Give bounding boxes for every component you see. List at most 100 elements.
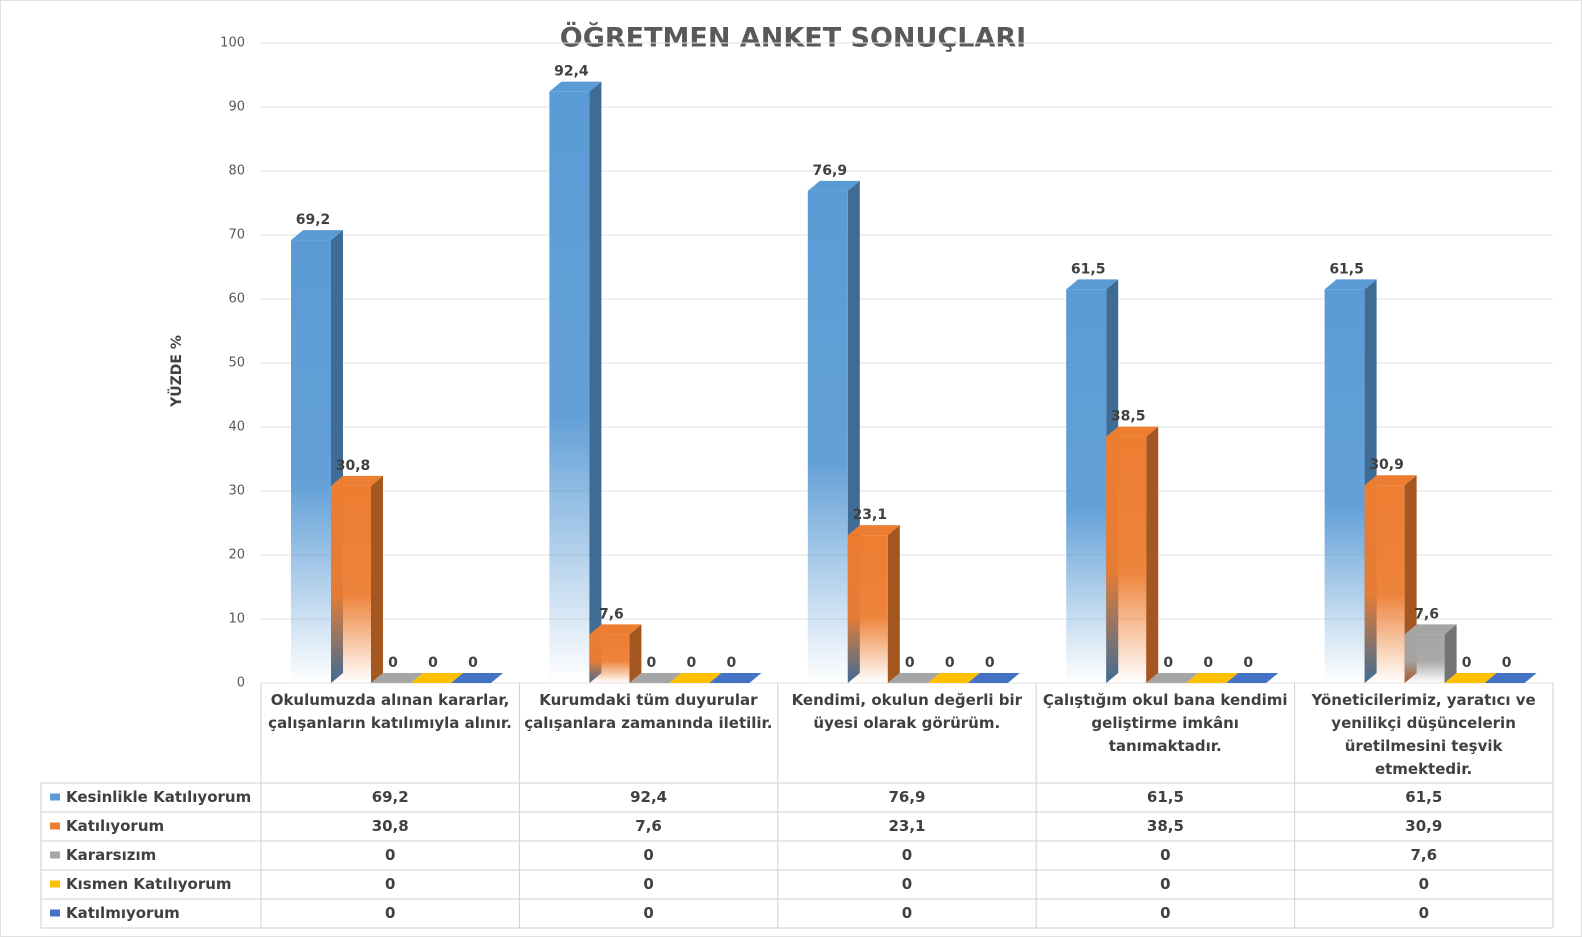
y-axis-label: YÜZDE %	[167, 335, 185, 408]
x-tick-label: Çalıştığım okul bana kendimi geliştirme …	[1042, 691, 1288, 755]
data-label: 0	[428, 655, 438, 671]
legend-swatch	[50, 909, 60, 917]
bar-front	[1066, 289, 1107, 683]
table-cell: 38,5	[1147, 817, 1184, 835]
bar-side-shade	[1146, 426, 1159, 683]
bar-top	[1106, 426, 1159, 437]
bar-front	[589, 634, 630, 683]
bar-top	[371, 673, 423, 683]
data-label: 38,5	[1111, 409, 1146, 425]
bar-front	[1106, 436, 1147, 683]
table-cell: 0	[643, 846, 653, 864]
bar-side-shade	[629, 624, 642, 683]
bar-top	[887, 673, 940, 683]
bar	[331, 475, 383, 683]
x-tick-label: Okulumuzda alınan kararlar, çalışanların…	[268, 691, 512, 732]
x-tick-label: Kurumdaki tüm duyurular çalışanlara zama…	[524, 691, 773, 732]
bar-front	[291, 240, 331, 683]
bar	[887, 673, 940, 683]
table-cell: 69,2	[372, 788, 409, 806]
chart-title: ÖĞRETMEN ANKET SONUÇLARI	[560, 21, 1026, 54]
data-label: 0	[1502, 655, 1512, 671]
legend-label: Kesinlikle Katılıyorum	[66, 788, 251, 806]
bar-top	[1146, 673, 1199, 683]
legend-label: Katılıyorum	[66, 817, 164, 835]
bar	[1404, 624, 1457, 683]
bar-front	[1324, 289, 1365, 683]
data-label: 30,9	[1369, 457, 1404, 473]
bar-top	[411, 673, 463, 683]
bar-top	[549, 81, 602, 92]
bar	[1146, 673, 1199, 683]
x-tick-label: Kendimi, okulun değerli bir üyesi olarak…	[791, 691, 1023, 732]
data-label: 0	[1203, 655, 1213, 671]
bar-front	[331, 485, 371, 683]
table-cell: 0	[385, 875, 395, 893]
data-label: 7,6	[599, 606, 624, 622]
legend-swatch	[50, 822, 60, 830]
bar-top	[589, 624, 642, 635]
data-label: 0	[985, 655, 995, 671]
bar	[1186, 673, 1239, 683]
bar-side	[371, 475, 383, 683]
data-label: 61,5	[1071, 261, 1106, 277]
bar	[589, 624, 642, 683]
bar-top	[927, 673, 980, 683]
bar-front	[847, 535, 888, 683]
bar-top	[669, 673, 722, 683]
bar	[629, 673, 682, 683]
bar-top	[807, 180, 860, 191]
y-tick-label: 70	[228, 228, 245, 243]
legend-swatch	[50, 851, 60, 859]
bar	[847, 525, 900, 683]
table-cell: 0	[1160, 875, 1170, 893]
table-cell: 92,4	[630, 788, 667, 806]
bar-front	[807, 190, 848, 683]
y-tick-label: 60	[228, 292, 245, 307]
bar	[411, 673, 463, 683]
data-label: 61,5	[1329, 261, 1364, 277]
data-label: 30,8	[336, 458, 371, 474]
bar-side-shade	[371, 475, 383, 683]
y-tick-label: 100	[220, 36, 245, 51]
bar	[967, 673, 1020, 683]
y-tick-label: 80	[228, 164, 245, 179]
y-tick-label: 10	[228, 612, 245, 627]
bar-top	[709, 673, 762, 683]
bar-top	[1186, 673, 1239, 683]
table-cell: 0	[385, 846, 395, 864]
table-cell: 0	[643, 904, 653, 922]
table-cell: 30,9	[1405, 817, 1442, 835]
table-cell: 23,1	[888, 817, 925, 835]
y-tick-label: 50	[228, 356, 245, 371]
data-label: 76,9	[813, 163, 848, 179]
bar-top	[847, 525, 900, 536]
bar-front	[1364, 485, 1405, 683]
bar	[451, 673, 503, 683]
bar-top	[1226, 673, 1279, 683]
bar-top	[1484, 673, 1537, 683]
bar-side	[1146, 426, 1159, 683]
table-cell: 61,5	[1147, 788, 1184, 806]
table-cell: 61,5	[1405, 788, 1442, 806]
bar-side	[887, 525, 900, 683]
table-cell: 7,6	[635, 817, 662, 835]
table-cell: 0	[1419, 875, 1429, 893]
legend-label: Kararsızım	[66, 846, 156, 864]
legend-label: Kısmen Katılıyorum	[66, 875, 232, 893]
table-cell: 0	[902, 875, 912, 893]
bar-front	[1404, 634, 1445, 683]
table-cell: 76,9	[888, 788, 925, 806]
bar-side	[629, 624, 642, 683]
bar	[371, 673, 423, 683]
bar-side	[1444, 624, 1457, 683]
bar-top	[967, 673, 1020, 683]
bar-side-shade	[589, 81, 602, 683]
bar	[1484, 673, 1537, 683]
bar-top	[291, 230, 343, 241]
table-cell: 0	[643, 875, 653, 893]
bar-top	[1364, 475, 1417, 486]
y-tick-label: 30	[228, 484, 245, 499]
